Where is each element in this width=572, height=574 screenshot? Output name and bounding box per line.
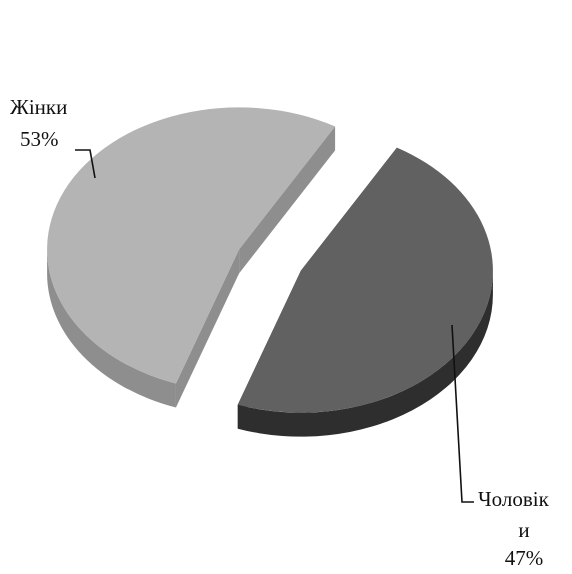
slice-value-men: 47% [505, 546, 544, 569]
leader-line-women [75, 149, 96, 179]
slice-label-men-line2: и [518, 518, 529, 542]
slice-layer [47, 107, 493, 437]
pie-slice-women [47, 107, 336, 384]
leader-line-men [451, 324, 474, 503]
slice-label-men-line1: Чоловік [478, 487, 550, 511]
pie-slice-side-men-0 [237, 270, 493, 437]
pie-slice-side-women-0 [47, 249, 176, 408]
pie-slice-cut-women-0 [175, 249, 240, 408]
pie-slice-cut-women-1 [239, 126, 336, 274]
slice-label-women: Жінки [10, 95, 67, 119]
slice-value-women: 53% [20, 127, 59, 151]
pie-slice-men [237, 147, 493, 413]
